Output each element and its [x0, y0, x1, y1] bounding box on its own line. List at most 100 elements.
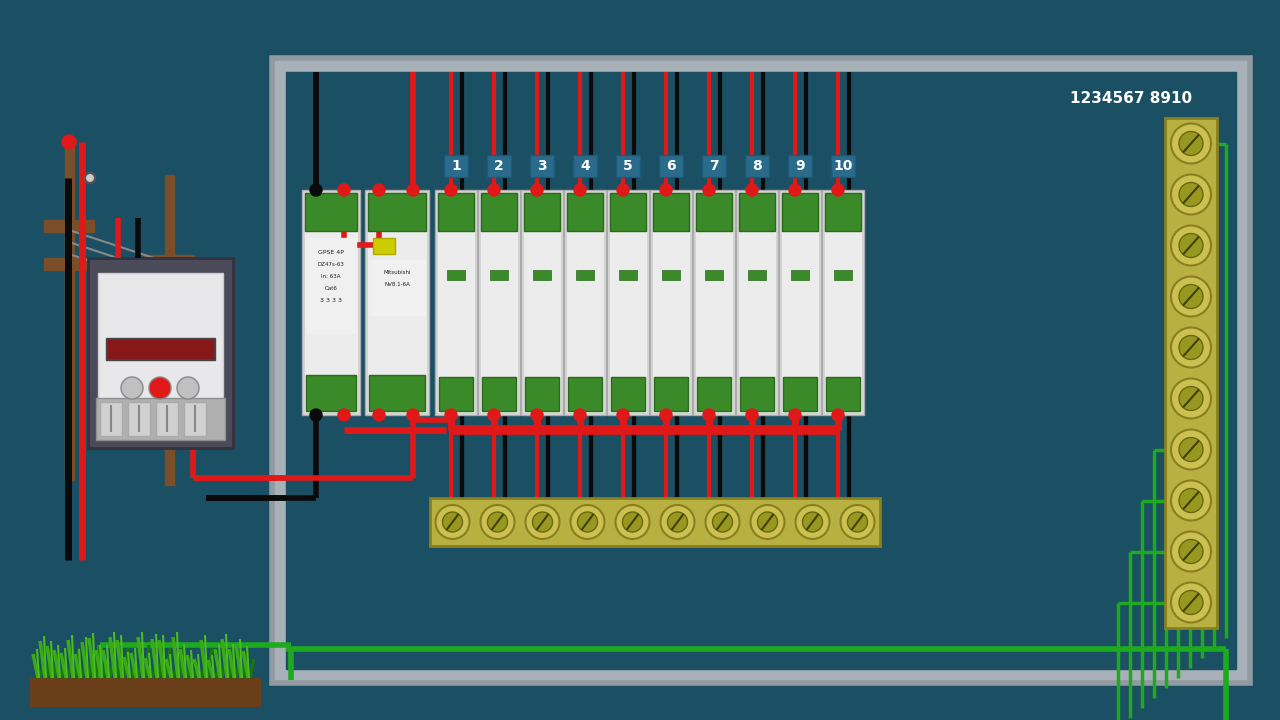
Circle shape: [310, 409, 323, 421]
Bar: [306, 238, 356, 333]
Bar: [780, 190, 820, 415]
Bar: [306, 375, 356, 411]
Bar: [567, 193, 603, 231]
Circle shape: [571, 505, 604, 539]
Bar: [44, 258, 93, 270]
Bar: [835, 270, 852, 280]
Circle shape: [1179, 233, 1203, 258]
Circle shape: [443, 512, 462, 532]
Circle shape: [667, 512, 687, 532]
Circle shape: [758, 512, 777, 532]
Bar: [436, 192, 475, 413]
Text: 10: 10: [833, 159, 852, 173]
Bar: [145, 293, 195, 305]
Bar: [483, 377, 516, 411]
Bar: [480, 192, 518, 413]
Bar: [826, 193, 861, 231]
Bar: [781, 192, 819, 413]
Circle shape: [573, 409, 586, 421]
Text: 1234567 8910: 1234567 8910: [1070, 91, 1192, 106]
Circle shape: [1179, 590, 1203, 614]
Circle shape: [1179, 336, 1203, 359]
Bar: [524, 192, 561, 413]
Circle shape: [788, 409, 801, 421]
Bar: [831, 155, 855, 177]
Bar: [616, 155, 640, 177]
Circle shape: [847, 512, 868, 532]
Bar: [782, 193, 818, 231]
Bar: [369, 193, 426, 231]
Circle shape: [338, 184, 349, 196]
Bar: [609, 192, 646, 413]
Bar: [490, 270, 508, 280]
Circle shape: [1179, 182, 1203, 207]
Bar: [372, 238, 396, 254]
Bar: [788, 155, 812, 177]
Bar: [88, 258, 233, 448]
Text: Cat6: Cat6: [325, 286, 338, 291]
Bar: [748, 270, 765, 280]
Circle shape: [84, 173, 95, 183]
Bar: [285, 72, 1236, 669]
Bar: [99, 273, 223, 433]
Bar: [106, 338, 215, 360]
Bar: [521, 190, 563, 415]
Bar: [273, 58, 1251, 683]
Bar: [96, 398, 225, 440]
Bar: [659, 155, 684, 177]
Text: 9: 9: [795, 159, 805, 173]
Circle shape: [788, 184, 801, 196]
Circle shape: [1179, 488, 1203, 513]
Circle shape: [372, 184, 385, 196]
Circle shape: [488, 184, 500, 196]
Bar: [444, 155, 468, 177]
Bar: [650, 190, 692, 415]
Circle shape: [1179, 438, 1203, 462]
Bar: [791, 270, 809, 280]
Circle shape: [617, 184, 628, 196]
Bar: [652, 192, 690, 413]
Bar: [65, 140, 74, 480]
Text: 2: 2: [494, 159, 504, 173]
Circle shape: [531, 184, 543, 196]
Circle shape: [832, 409, 844, 421]
Circle shape: [407, 184, 419, 196]
Bar: [100, 402, 122, 436]
Bar: [826, 377, 860, 411]
Bar: [653, 193, 689, 231]
Circle shape: [746, 184, 758, 196]
Bar: [822, 190, 864, 415]
Bar: [692, 190, 735, 415]
Circle shape: [531, 409, 543, 421]
Circle shape: [1171, 430, 1211, 469]
Circle shape: [617, 409, 628, 421]
Circle shape: [1179, 132, 1203, 156]
Circle shape: [1171, 582, 1211, 623]
Bar: [156, 402, 178, 436]
Text: 6: 6: [666, 159, 676, 173]
Bar: [108, 340, 212, 358]
Bar: [369, 375, 425, 411]
Circle shape: [705, 505, 740, 539]
Bar: [439, 377, 474, 411]
Circle shape: [1179, 539, 1203, 564]
Circle shape: [1179, 387, 1203, 410]
Bar: [145, 255, 195, 267]
Circle shape: [480, 505, 515, 539]
Circle shape: [1171, 276, 1211, 317]
Bar: [696, 193, 732, 231]
Circle shape: [122, 377, 143, 399]
Text: 7: 7: [709, 159, 719, 173]
Bar: [1165, 118, 1217, 628]
Bar: [576, 270, 594, 280]
Bar: [736, 190, 778, 415]
Bar: [165, 175, 174, 485]
Bar: [607, 190, 649, 415]
Text: 8: 8: [753, 159, 762, 173]
Bar: [524, 193, 559, 231]
Circle shape: [488, 409, 500, 421]
Bar: [573, 155, 596, 177]
Circle shape: [841, 505, 874, 539]
Bar: [739, 192, 776, 413]
Text: 4: 4: [580, 159, 590, 173]
